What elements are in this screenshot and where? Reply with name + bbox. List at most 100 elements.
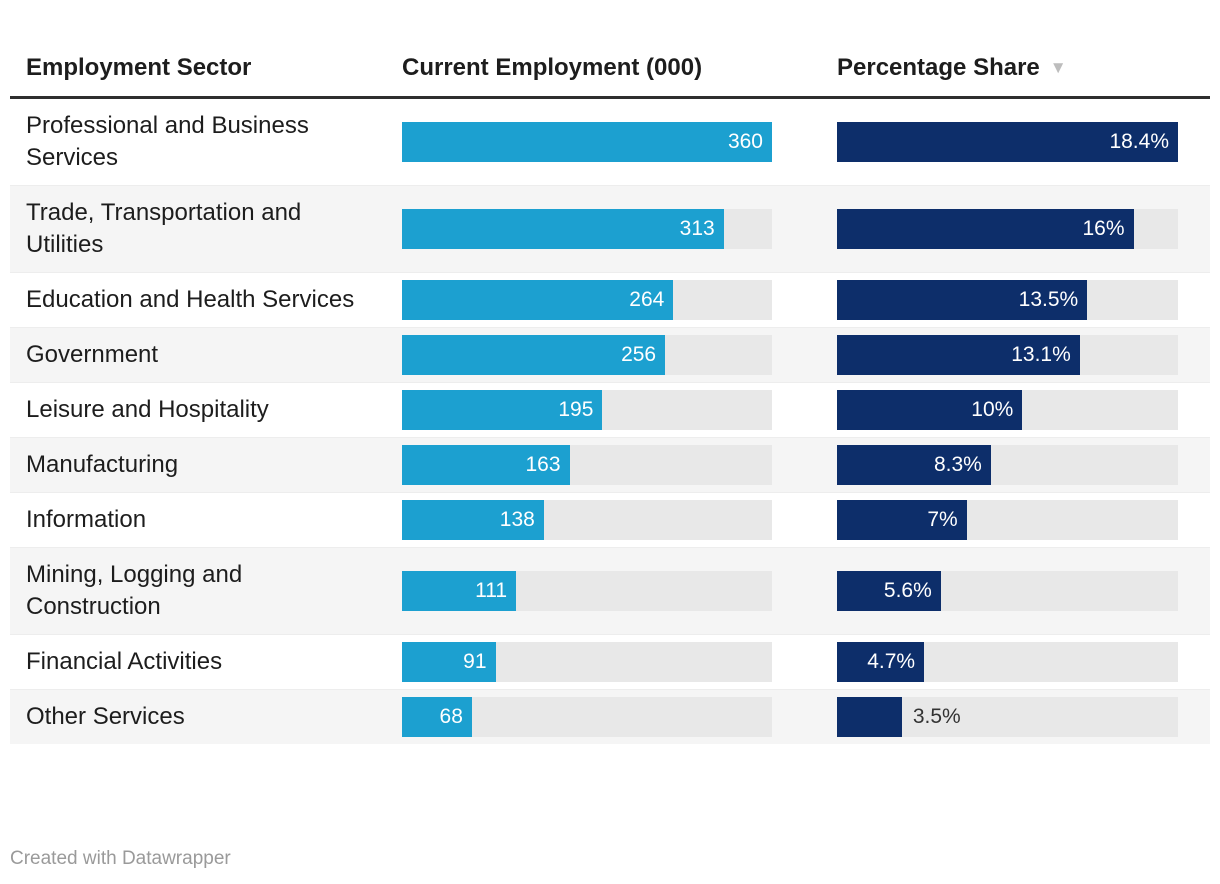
employment-bar-track: 138 bbox=[402, 500, 772, 540]
share-bar-track: 13.5% bbox=[837, 280, 1178, 320]
share-bar-track: 16% bbox=[837, 209, 1178, 249]
share-value-label: 7% bbox=[927, 508, 958, 531]
share-bar: 18.4% bbox=[837, 122, 1178, 162]
employment-bar-cell: 163 bbox=[402, 438, 772, 492]
sector-label: Leisure and Hospitality bbox=[26, 396, 269, 423]
share-bar-cell: 16% bbox=[837, 186, 1178, 272]
share-bar-cell: 3.5% bbox=[837, 690, 1178, 744]
share-value-label: 8.3% bbox=[933, 453, 982, 476]
employment-table: Employment Sector Current Employment (00… bbox=[10, 40, 1210, 744]
share-bar-track: 13.1% bbox=[837, 335, 1178, 375]
employment-bar: 360 bbox=[402, 122, 772, 162]
sector-label: Education and Health Services bbox=[26, 286, 355, 313]
employment-bar: 138 bbox=[402, 500, 544, 540]
table-row: Mining, Logging and Construction 111 5.6… bbox=[10, 547, 1210, 634]
datawrapper-attribution[interactable]: Created with Datawrapper bbox=[10, 848, 231, 869]
column-header-percentage-share-label: Percentage Share bbox=[837, 54, 1040, 81]
share-value-label: 4.7% bbox=[867, 650, 916, 673]
sector-label: Other Services bbox=[26, 703, 185, 730]
employment-bar-track: 111 bbox=[402, 571, 772, 611]
share-bar-cell: 4.7% bbox=[837, 635, 1178, 689]
employment-bar-track: 360 bbox=[402, 122, 772, 162]
table-row: Education and Health Services 264 13.5% bbox=[10, 272, 1210, 327]
employment-bar: 313 bbox=[402, 209, 724, 249]
employment-bar: 195 bbox=[402, 390, 603, 430]
share-bar-cell: 7% bbox=[837, 493, 1178, 547]
share-bar: 16% bbox=[837, 209, 1134, 249]
table-row: Other Services 68 3.5% bbox=[10, 689, 1210, 744]
employment-value-label: 138 bbox=[499, 508, 535, 531]
employment-value-label: 163 bbox=[525, 453, 561, 476]
share-bar: 4.7% bbox=[837, 642, 925, 682]
sector-label: Professional and Business Services bbox=[26, 112, 309, 171]
employment-bar-cell: 313 bbox=[402, 186, 772, 272]
employment-bar-cell: 360 bbox=[402, 99, 772, 185]
employment-value-label: 264 bbox=[629, 288, 665, 311]
employment-bar-cell: 256 bbox=[402, 328, 772, 382]
table-row: Manufacturing 163 8.3% bbox=[10, 437, 1210, 492]
employment-bar-cell: 138 bbox=[402, 493, 772, 547]
table-row: Government 256 13.1% bbox=[10, 327, 1210, 382]
share-bar-cell: 10% bbox=[837, 383, 1178, 437]
share-bar-cell: 8.3% bbox=[837, 438, 1178, 492]
employment-bar-track: 163 bbox=[402, 445, 772, 485]
share-value-label: 3.5% bbox=[912, 705, 961, 728]
share-bar: 13.1% bbox=[837, 335, 1080, 375]
employment-bar-cell: 111 bbox=[402, 548, 772, 634]
share-value-label: 18.4% bbox=[1109, 130, 1169, 153]
share-bar-track: 4.7% bbox=[837, 642, 1178, 682]
table-row: Information 138 7% bbox=[10, 492, 1210, 547]
sector-label: Mining, Logging and Construction bbox=[26, 561, 243, 620]
share-value-label: 5.6% bbox=[883, 579, 932, 602]
share-bar-track: 8.3% bbox=[837, 445, 1178, 485]
share-bar: 8.3% bbox=[837, 445, 991, 485]
column-header-employment-sector[interactable]: Employment Sector bbox=[26, 54, 252, 81]
employment-bar-track: 91 bbox=[402, 642, 772, 682]
share-bar-cell: 13.1% bbox=[837, 328, 1178, 382]
employment-value-label: 111 bbox=[475, 579, 508, 602]
employment-bar: 163 bbox=[402, 445, 570, 485]
employment-value-label: 68 bbox=[439, 705, 463, 728]
employment-bar-cell: 68 bbox=[402, 690, 772, 744]
employment-bar: 68 bbox=[402, 697, 472, 737]
employment-bar-track: 195 bbox=[402, 390, 772, 430]
employment-value-label: 313 bbox=[679, 217, 715, 240]
employment-bar-track: 313 bbox=[402, 209, 772, 249]
sector-label: Trade, Transportation and Utilities bbox=[26, 199, 302, 258]
table-row: Professional and Business Services 360 1… bbox=[10, 99, 1210, 185]
employment-bar: 256 bbox=[402, 335, 666, 375]
employment-bar-track: 264 bbox=[402, 280, 772, 320]
employment-bar: 111 bbox=[402, 571, 517, 611]
share-bar: 5.6% bbox=[837, 571, 941, 611]
sector-label: Information bbox=[26, 506, 147, 533]
share-bar-cell: 18.4% bbox=[837, 99, 1178, 185]
employment-value-label: 360 bbox=[727, 130, 763, 153]
employment-bar-cell: 195 bbox=[402, 383, 772, 437]
employment-value-label: 256 bbox=[621, 343, 657, 366]
sector-label: Manufacturing bbox=[26, 451, 179, 478]
share-bar-track: 3.5% bbox=[837, 697, 1178, 737]
column-header-percentage-share[interactable]: Percentage Share ▼ bbox=[837, 54, 1178, 82]
share-bar-cell: 5.6% bbox=[837, 548, 1178, 634]
share-bar-track: 18.4% bbox=[837, 122, 1178, 162]
column-header-current-employment[interactable]: Current Employment (000) bbox=[402, 54, 703, 81]
share-value-label: 16% bbox=[1082, 217, 1125, 240]
share-bar: 7% bbox=[837, 500, 967, 540]
employment-bar-cell: 91 bbox=[402, 635, 772, 689]
share-bar-cell: 13.5% bbox=[837, 273, 1178, 327]
employment-bar: 264 bbox=[402, 280, 674, 320]
table-body: Professional and Business Services 360 1… bbox=[10, 99, 1210, 744]
table-row: Financial Activities 91 4.7% bbox=[10, 634, 1210, 689]
share-bar: 13.5% bbox=[837, 280, 1088, 320]
employment-value-label: 91 bbox=[463, 650, 487, 673]
employment-bar: 91 bbox=[402, 642, 496, 682]
sector-label: Government bbox=[26, 341, 159, 368]
table-row: Leisure and Hospitality 195 10% bbox=[10, 382, 1210, 437]
share-bar: 3.5% bbox=[837, 697, 961, 737]
table-row: Trade, Transportation and Utilities 313 … bbox=[10, 185, 1210, 272]
employment-bar-track: 256 bbox=[402, 335, 772, 375]
share-bar: 10% bbox=[837, 390, 1023, 430]
share-bar-track: 5.6% bbox=[837, 571, 1178, 611]
share-value-label: 10% bbox=[971, 398, 1014, 421]
share-value-label: 13.5% bbox=[1018, 288, 1079, 311]
